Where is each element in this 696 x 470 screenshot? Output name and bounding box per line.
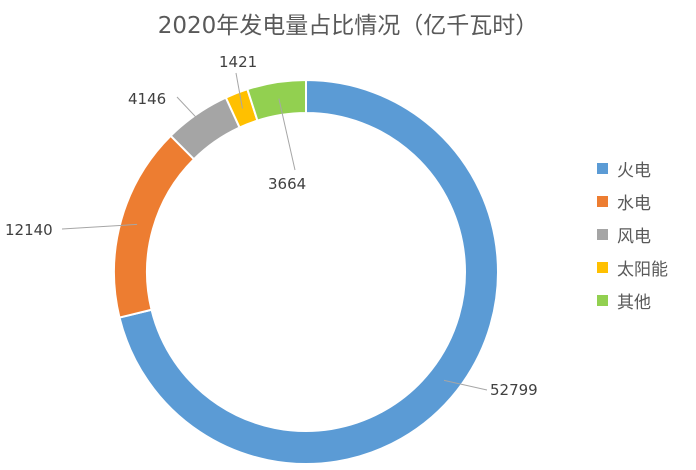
legend-label: 风电 <box>617 227 651 247</box>
slice-coal <box>118 78 499 465</box>
leader-line <box>278 98 296 171</box>
legend-label: 火电 <box>617 161 651 181</box>
label-solar: 1421 <box>219 53 257 71</box>
legend-item-solar: 太阳能 <box>597 251 668 284</box>
label-other: 3664 <box>268 175 306 193</box>
legend-swatch <box>597 295 608 306</box>
chart-title: 2020年发电量占比情况（亿千瓦时） <box>157 13 539 39</box>
label-wind: 4146 <box>128 90 166 108</box>
legend-swatch <box>597 262 608 273</box>
legend-swatch <box>597 229 608 240</box>
legend-item-hydro: 水电 <box>597 185 668 218</box>
slice-other <box>246 78 307 122</box>
legend-label: 水电 <box>617 194 651 214</box>
legend-label: 其他 <box>617 293 651 313</box>
legend-item-other: 其他 <box>597 284 668 317</box>
leader-line <box>443 379 488 391</box>
legend: 火电 水电 风电 太阳能 其他 <box>597 152 668 317</box>
label-hydro: 12140 <box>5 221 53 239</box>
legend-item-wind: 风电 <box>597 218 668 251</box>
leader-line <box>176 96 207 129</box>
legend-swatch <box>597 163 608 174</box>
label-coal: 52799 <box>490 381 538 399</box>
legend-label: 太阳能 <box>617 260 668 280</box>
leader-line <box>61 223 138 230</box>
legend-item-coal: 火电 <box>597 152 668 185</box>
slice-hydro <box>113 134 196 319</box>
legend-swatch <box>597 196 608 207</box>
leader-line <box>235 72 243 109</box>
